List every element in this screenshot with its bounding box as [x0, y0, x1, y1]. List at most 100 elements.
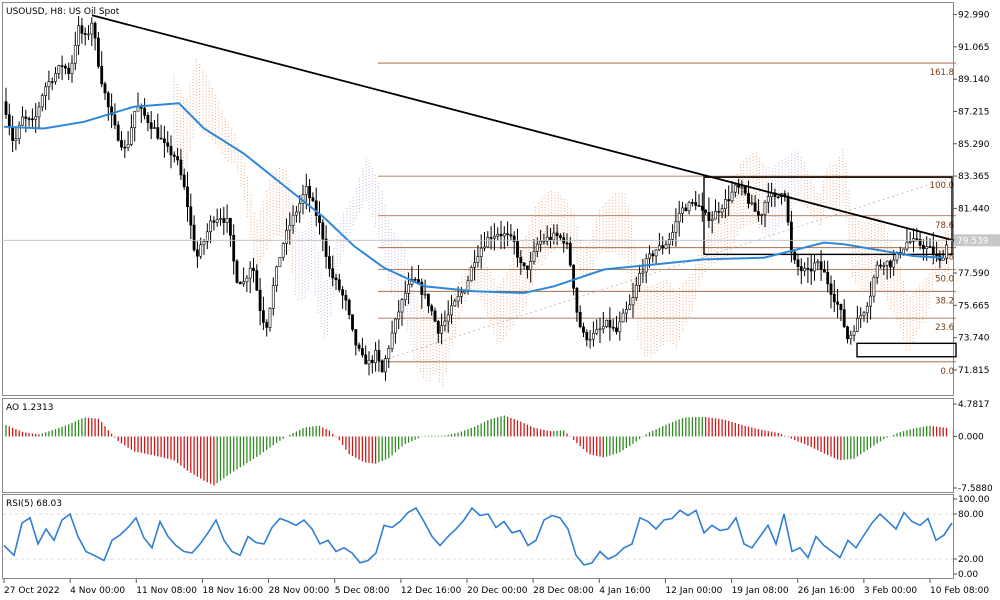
candle-body [7, 114, 11, 128]
candle-body [522, 262, 526, 267]
candle-body [568, 242, 572, 266]
candle-body [842, 309, 846, 328]
rsi-panel-frame [2, 494, 954, 579]
candle-body [123, 146, 127, 149]
candle-body [879, 264, 882, 267]
candle-body [126, 144, 130, 148]
candle-body [360, 348, 364, 356]
candle-body [697, 205, 701, 207]
candle-body [90, 22, 94, 35]
price-tick-label: 75.665 [958, 301, 990, 311]
candle-body [628, 304, 632, 310]
price-panel-frame [2, 2, 954, 396]
candle-body [387, 348, 391, 359]
candle-body [836, 301, 840, 305]
candle-body [859, 315, 863, 319]
candle-body [469, 267, 473, 282]
candle-body [565, 242, 569, 245]
candle-body [199, 244, 203, 257]
candle-body [492, 235, 496, 239]
time-tick-label: 5 Dec 08:00 [335, 586, 390, 596]
ao-tick-label: 0.000 [958, 432, 984, 442]
price-chart-title: USOUSD, H8: US Oil Spot [6, 7, 120, 17]
price-tick-label: 89.140 [958, 75, 990, 85]
candle-body [786, 195, 790, 223]
candle-body [601, 326, 605, 330]
candle-body [271, 285, 275, 309]
range-boxes [703, 176, 957, 358]
candle-body [219, 218, 222, 220]
candle-body [318, 215, 321, 224]
candle-body [446, 314, 450, 322]
candle-body [278, 256, 282, 268]
candle-body [611, 326, 615, 329]
candle-body [723, 199, 727, 209]
candle-body [106, 92, 110, 108]
candle-body [657, 245, 661, 251]
candle-body [479, 247, 483, 257]
candle-body [816, 261, 820, 264]
candle-body [578, 311, 582, 328]
trendline [91, 14, 957, 242]
candle-body [690, 202, 694, 204]
candle-body [456, 296, 460, 302]
candle-body [407, 284, 411, 294]
candle-body [839, 304, 843, 310]
candle-body [186, 186, 189, 208]
candle-body [733, 184, 737, 193]
candle-body [720, 208, 724, 213]
candle-body [529, 261, 533, 271]
candle-body [727, 199, 731, 202]
candle-body [489, 237, 493, 239]
candle-body [803, 268, 807, 272]
candle-body [496, 233, 500, 237]
candle-body [935, 253, 939, 257]
candle-body [525, 265, 529, 271]
moving-average [3, 102, 945, 295]
candle-body [347, 299, 351, 315]
candle-body [539, 240, 543, 245]
fib-level-label: 0.0 [940, 367, 954, 377]
ma-line [3, 102, 945, 295]
candle-body [502, 233, 506, 237]
candle-body [242, 281, 246, 285]
rsi-title: RSI(5) 68.03 [6, 499, 62, 509]
candle-body [704, 209, 708, 213]
candle-body [116, 124, 120, 141]
candle-body [215, 219, 219, 223]
price-tick-label: 77.590 [958, 269, 990, 279]
candle-body [869, 295, 873, 307]
candle-body [582, 326, 585, 333]
fib-level-label: 78.6 [935, 221, 954, 231]
candle-body [275, 266, 279, 286]
candle-body [499, 233, 503, 237]
candle-body [40, 95, 44, 108]
candle-body [440, 325, 444, 334]
candle-body [304, 186, 308, 195]
candle-body [179, 159, 183, 176]
candle-body [337, 279, 341, 290]
candle-body [110, 106, 114, 116]
candle-body [189, 206, 193, 226]
candle-body [153, 127, 156, 129]
candle-body [555, 232, 559, 236]
fib-level-label: 38.2 [935, 296, 954, 306]
candle-body [146, 115, 150, 123]
rsi-polyline [3, 506, 953, 566]
candle-body [819, 261, 823, 270]
candle-body [519, 256, 523, 264]
candle-body [143, 108, 147, 116]
candle-body [509, 234, 513, 237]
candle-body [93, 22, 97, 39]
candle-body [921, 245, 925, 249]
candle-body [252, 267, 255, 271]
candle-body [575, 287, 579, 313]
candle-body [430, 305, 434, 312]
candle-body [545, 236, 549, 242]
candle-body [516, 241, 519, 258]
candle-body [789, 221, 793, 253]
candle-body [34, 116, 38, 120]
time-tick-label: 28 Dec 08:00 [533, 586, 594, 596]
candle-body [21, 116, 24, 126]
